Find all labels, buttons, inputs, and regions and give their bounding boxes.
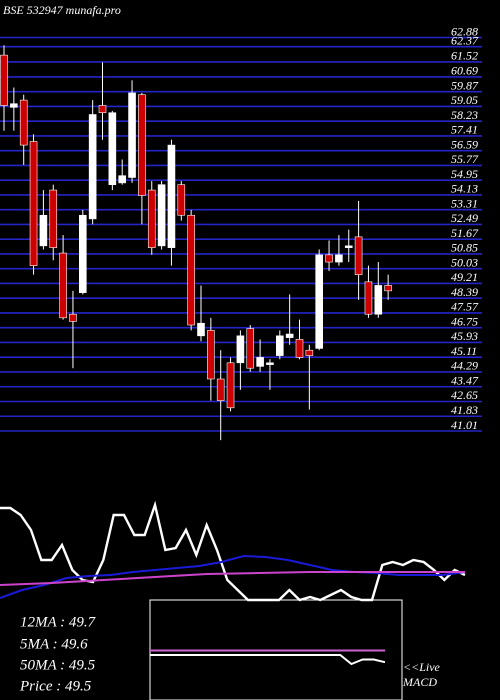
candle-body (207, 330, 215, 380)
macd-name: MACD (402, 675, 437, 689)
candle-body (59, 252, 67, 319)
y-tick-label: 50.03 (451, 255, 478, 269)
y-tick-label: 59.87 (451, 78, 479, 92)
macd-live-label: <<Live (403, 660, 441, 674)
y-tick-label: 45.93 (451, 329, 478, 343)
y-tick-label: 48.39 (451, 285, 478, 299)
candle-body (69, 313, 77, 322)
candle-body (98, 105, 107, 114)
y-tick-label: 47.57 (451, 300, 479, 314)
candle-body (344, 245, 353, 248)
y-tick-label: 54.13 (451, 182, 478, 196)
candle-body (305, 349, 314, 356)
candle-body (335, 254, 343, 263)
candle-body (216, 378, 225, 401)
candle-body (118, 175, 126, 184)
y-tick-label: 62.88 (451, 24, 478, 38)
indicator-line (0, 554, 466, 599)
y-tick-label: 58.23 (451, 108, 478, 122)
candle-body (197, 322, 205, 337)
candle-body (256, 357, 264, 367)
ma-stat: 5MA : 49.6 (20, 636, 88, 652)
y-tick-label: 51.67 (451, 226, 479, 240)
y-tick-label: 43.47 (451, 373, 479, 387)
candle-body (236, 335, 245, 364)
candle-body (49, 189, 58, 248)
y-tick-label: 56.59 (451, 137, 478, 151)
candle-body (354, 236, 363, 275)
indicator-line (0, 571, 465, 586)
candle-body (19, 99, 28, 146)
candle-body (147, 189, 156, 248)
ma-stat: 12MA : 49.7 (20, 614, 97, 630)
y-tick-label: 49.21 (451, 270, 478, 284)
y-tick-label: 62.37 (451, 33, 479, 47)
candle-body (325, 254, 333, 263)
candle-body (295, 339, 304, 358)
candle-body (29, 141, 38, 266)
price-stat: Price : 49.5 (19, 678, 92, 694)
y-tick-label: 52.49 (451, 211, 478, 225)
y-tick-label: 60.69 (451, 64, 478, 78)
y-tick-label: 41.83 (451, 403, 478, 417)
y-tick-label: 50.85 (451, 241, 478, 255)
candle-body (167, 144, 176, 248)
candle-body (79, 214, 87, 293)
chart-title: BSE 532947 munafa.pro (3, 3, 121, 17)
y-tick-label: 45.11 (451, 344, 477, 358)
macd-line (150, 654, 386, 666)
candle-body (39, 214, 48, 247)
candle-body (266, 362, 274, 365)
candle-body (138, 94, 146, 196)
y-tick-label: 54.95 (451, 167, 478, 181)
candle-body (10, 103, 18, 108)
y-tick-label: 53.31 (451, 196, 478, 210)
candle-body (177, 184, 186, 216)
candle-body (246, 328, 255, 369)
candle-body (226, 362, 235, 409)
y-tick-label: 61.52 (451, 49, 478, 63)
y-tick-label: 57.41 (451, 123, 478, 137)
candle-body (275, 335, 284, 356)
candle-body (364, 281, 373, 315)
ma-stat: 50MA : 49.5 (20, 657, 96, 673)
indicator-line (0, 500, 466, 602)
candle-body (88, 114, 97, 220)
candle-body (374, 285, 383, 315)
candle-body (285, 333, 294, 338)
candle-body (108, 112, 117, 185)
candle-body (315, 254, 324, 349)
candle-body (157, 184, 166, 247)
candle-body (187, 214, 195, 326)
candle-body (384, 285, 392, 292)
y-tick-label: 42.65 (451, 388, 478, 402)
y-tick-label: 41.01 (451, 418, 478, 432)
y-tick-label: 44.29 (451, 359, 478, 373)
candle-body (0, 54, 8, 106)
y-tick-label: 55.77 (451, 152, 479, 166)
y-tick-label: 59.05 (451, 93, 478, 107)
y-tick-label: 46.75 (451, 314, 478, 328)
candle-body (128, 92, 136, 178)
